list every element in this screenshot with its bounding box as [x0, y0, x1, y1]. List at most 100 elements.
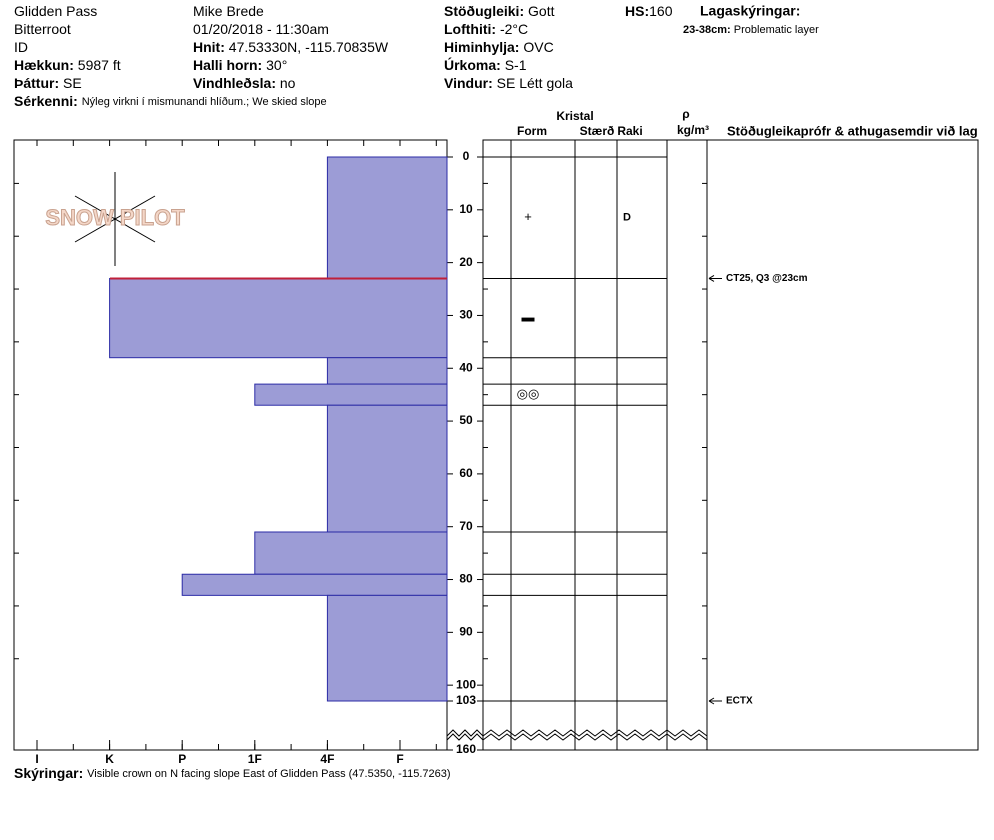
y-tick-label: 80	[459, 572, 473, 586]
field-label: Himinhylja:	[444, 39, 519, 55]
field-value: OVC	[523, 39, 553, 55]
grain-form: +	[524, 209, 532, 224]
y-tick-label: 50	[459, 413, 473, 427]
header-field: Mike Brede	[193, 3, 264, 19]
col-header: Stærð	[580, 124, 615, 138]
y-tick-label: 20	[459, 255, 473, 269]
y-tick-label: 160	[456, 742, 476, 756]
col-header: Stöðugleikaprófr & athugasemdir við lag	[727, 123, 978, 138]
hardness-bar	[326, 594, 448, 702]
field-label: Vindur:	[444, 75, 493, 91]
hardness-bar	[326, 156, 448, 279]
legend-entry: 23-38cm: Problematic layer	[683, 24, 819, 36]
x-tick-label: F	[396, 752, 403, 766]
y-tick-label: 90	[459, 625, 473, 639]
field-text: ID	[14, 39, 28, 55]
y-tick-label: 30	[459, 308, 473, 322]
header-field: Bitterroot	[14, 21, 71, 37]
field-value: -2°C	[500, 21, 528, 37]
tests-box	[706, 139, 979, 751]
col-header: Form	[517, 124, 547, 138]
crystal-box	[482, 139, 708, 751]
features: Sérkenni: Nýleg virkni í mismunandi hlíð…	[14, 93, 327, 109]
y-tick-label: 0	[463, 149, 470, 163]
header-field: Vindhleðsla: no	[193, 75, 296, 91]
field-text: Glidden Pass	[14, 3, 97, 19]
field-value: Gott	[528, 3, 555, 19]
y-tick-label: 70	[459, 519, 473, 533]
header-field: Vindur: SE Létt gola	[444, 75, 573, 91]
y-tick-label: 40	[459, 360, 473, 374]
x-tick-label: P	[178, 752, 186, 766]
footer: Skýringar: Visible crown on N facing slo…	[14, 765, 451, 781]
logo-text: SNOW PILOT	[45, 205, 185, 230]
y-tick-label: 100	[456, 677, 476, 691]
test-arrow	[708, 275, 722, 282]
test-arrow	[708, 697, 722, 705]
test-text: ECTX	[726, 696, 753, 707]
y-tick-label: 60	[459, 466, 473, 480]
field-label: Sérkenni:	[14, 93, 78, 109]
field-label: Hækkun:	[14, 57, 74, 73]
moisture: D	[623, 212, 631, 224]
legend-title: Lagaskýringar:	[700, 3, 800, 19]
hardness-bar	[254, 383, 448, 406]
header-field: 01/20/2018 - 11:30am	[193, 21, 329, 37]
field-text: Mike Brede	[193, 3, 264, 19]
header-field: ID	[14, 39, 28, 55]
header-field: Halli horn: 30°	[193, 57, 287, 73]
field-text: Bitterroot	[14, 21, 71, 37]
axis-break	[446, 729, 708, 741]
field-label: HS:	[625, 3, 649, 19]
x-tick-label: 1F	[248, 752, 262, 766]
col-header: kg/m³	[677, 123, 709, 137]
col-header: Raki	[617, 124, 642, 138]
hardness-bar	[326, 357, 448, 385]
grain-form: ◎◎	[517, 386, 540, 401]
field-value: 5987 ft	[78, 57, 121, 73]
hardness-bar	[254, 531, 448, 575]
header-field: Hnit: 47.53330N, -115.70835W	[193, 39, 389, 55]
field-label: Halli horn:	[193, 57, 262, 73]
field-value: Nýleg virkni í mismunandi hlíðum.; We sk…	[82, 96, 327, 108]
field-value: no	[280, 75, 296, 91]
hardness-bar	[326, 404, 448, 533]
field-label: Hnit:	[193, 39, 225, 55]
grain-form: ▬	[522, 310, 535, 325]
field-value: SE Létt gola	[497, 75, 573, 91]
field-value: Visible crown on N facing slope East of …	[87, 768, 450, 780]
x-tick-label: K	[105, 752, 114, 766]
header-field: Hækkun: 5987 ft	[14, 57, 121, 73]
field-label: Úrkoma:	[444, 56, 501, 73]
field-value: 47.53330N, -115.70835W	[229, 39, 389, 55]
col-header: ρ	[682, 107, 689, 121]
header-field: Þáttur: SE	[14, 75, 82, 91]
test-text: CT25, Q3 @23cm	[726, 273, 808, 284]
field-value: 30°	[266, 57, 287, 73]
legend-range: 23-38cm:	[683, 24, 731, 36]
col-header: Kristal	[556, 109, 593, 123]
legend-text: Problematic layer	[734, 24, 819, 36]
header-field: Himinhylja: OVC	[444, 39, 554, 55]
x-tick-label: I	[35, 752, 38, 766]
header-field: Glidden Pass	[14, 3, 97, 19]
hardness-bar	[109, 277, 448, 359]
header-field: Úrkoma: S-1	[444, 56, 527, 73]
header-field: Stöðugleiki: Gott	[444, 3, 555, 19]
field-value: S-1	[505, 57, 527, 73]
y-tick-label: 103	[456, 693, 476, 707]
logo	[74, 172, 156, 266]
header-field: Lofthiti: -2°C	[444, 21, 528, 37]
y-tick-label: 10	[459, 202, 473, 216]
field-label: Skýringar:	[14, 765, 83, 781]
x-tick-label: 4F	[320, 752, 334, 766]
field-label: Lofthiti:	[444, 21, 496, 37]
field-value: SE	[63, 75, 82, 91]
field-label: Stöðugleiki:	[444, 3, 524, 19]
field-value: 160	[649, 3, 673, 19]
hardness-bar	[181, 573, 448, 596]
hs: HS:160	[625, 3, 673, 19]
field-label: Þáttur:	[14, 75, 59, 91]
field-label: Vindhleðsla:	[193, 75, 276, 91]
